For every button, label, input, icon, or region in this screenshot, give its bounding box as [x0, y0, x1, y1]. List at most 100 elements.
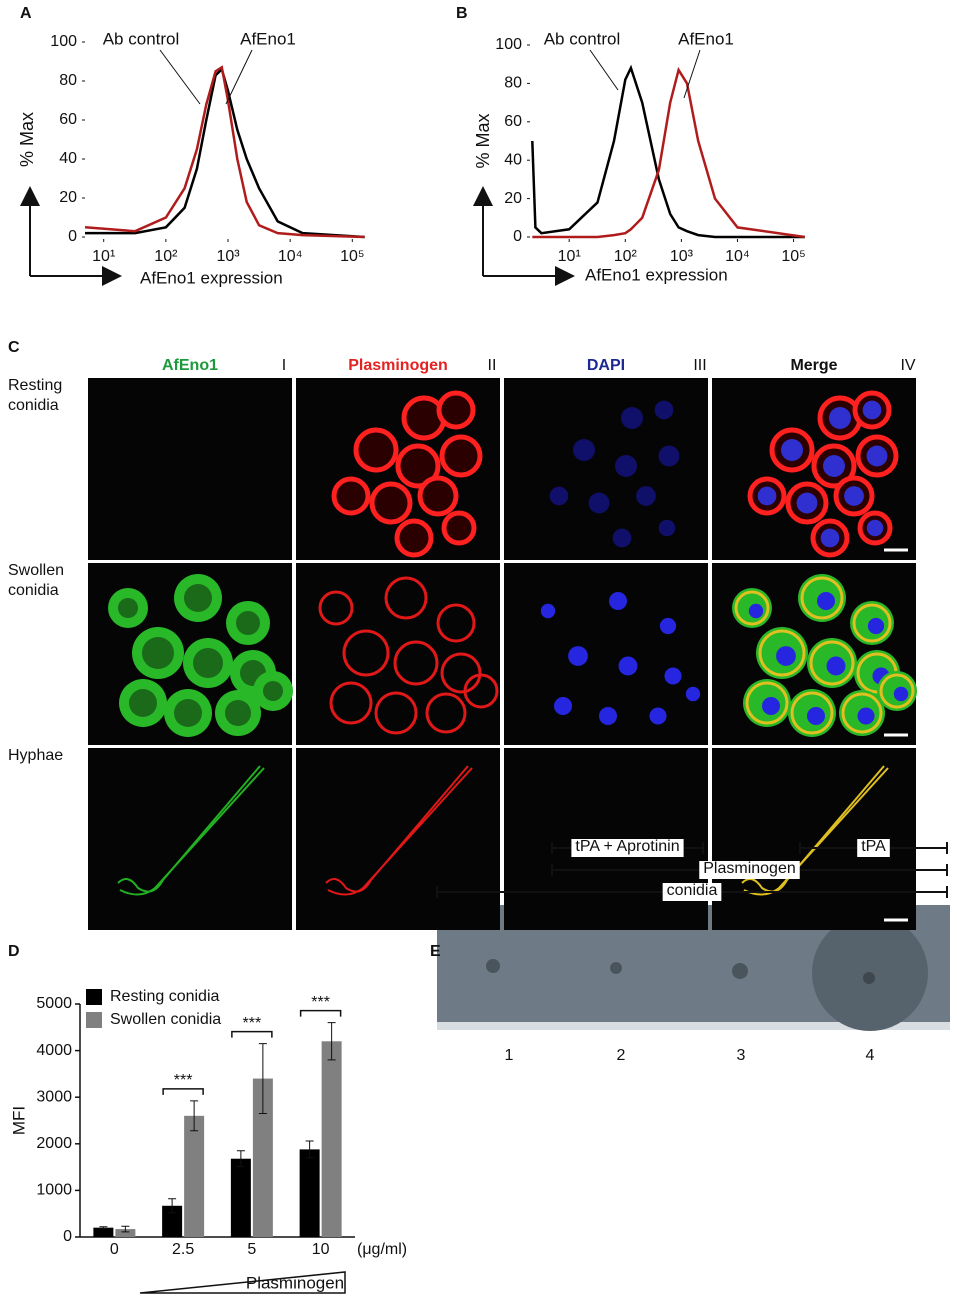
- error-bar: [168, 1198, 177, 1214]
- bar: [115, 1229, 136, 1237]
- lane-number: 1: [505, 1047, 514, 1064]
- bracket-label: Plasminogen: [703, 860, 796, 877]
- nucleus: [554, 697, 572, 715]
- nucleus: [862, 400, 882, 420]
- label-background: [662, 883, 722, 901]
- nucleus: [540, 603, 556, 619]
- x-tick-label: 10⁵: [340, 248, 364, 265]
- series-label: Ab control: [544, 29, 621, 48]
- y-tick-label: 60: [504, 113, 522, 130]
- micrograph: [88, 748, 292, 930]
- lane-number: 4: [866, 1047, 875, 1064]
- x-axis-label: AfEno1 expression: [140, 268, 283, 287]
- cell: [263, 681, 283, 701]
- nucleus: [857, 707, 875, 725]
- nucleus: [829, 407, 851, 429]
- y-tick-label: 100: [495, 36, 522, 53]
- cell: [436, 390, 476, 430]
- y-tick-label: 0: [513, 228, 522, 245]
- bracket-label: tPA: [861, 838, 886, 855]
- series-label: AfEno1: [678, 29, 734, 48]
- nucleus: [796, 492, 818, 514]
- cell: [395, 443, 441, 489]
- micrograph: [296, 748, 500, 930]
- nucleus: [599, 707, 617, 725]
- y-tick-label: 2000: [36, 1135, 72, 1152]
- significance-label: ***: [311, 994, 330, 1011]
- plate-edge: [437, 1022, 950, 1030]
- micrograph: [88, 378, 292, 560]
- y-tick-label: 80: [59, 72, 77, 89]
- error-bar: [99, 1226, 108, 1230]
- significance-bracket: [299, 1009, 342, 1017]
- nucleus: [612, 528, 632, 548]
- cell: [236, 611, 260, 635]
- bar: [252, 1078, 273, 1237]
- panel-label: C: [8, 339, 20, 356]
- cell: [841, 692, 883, 734]
- row-label: Hyphae: [8, 747, 64, 764]
- label-background: [857, 839, 890, 857]
- cell: [790, 691, 834, 735]
- spot: [486, 959, 500, 973]
- nucleus: [568, 646, 588, 666]
- cell: [463, 673, 499, 709]
- nucleus: [807, 707, 825, 725]
- error-bar: [305, 1140, 314, 1159]
- y-tick-label: 3000: [36, 1088, 72, 1105]
- error-bar: [190, 1100, 199, 1132]
- column-numeral: I: [282, 357, 286, 374]
- nucleus: [781, 439, 803, 461]
- cell: [800, 576, 844, 620]
- bar: [230, 1158, 251, 1237]
- nucleus: [867, 617, 885, 635]
- cell: [353, 427, 399, 473]
- nucleus: [588, 492, 610, 514]
- series-label: Ab control: [103, 29, 180, 48]
- spot: [863, 972, 875, 984]
- cell: [425, 692, 467, 734]
- cell: [369, 481, 413, 525]
- nucleus: [826, 656, 846, 676]
- nucleus: [636, 486, 656, 506]
- column-numeral: III: [693, 357, 706, 374]
- x-tick-label: 10³: [670, 248, 694, 265]
- cell: [374, 691, 418, 735]
- hypha: [325, 765, 473, 896]
- cell: [331, 476, 371, 516]
- cell: [745, 681, 789, 725]
- y-tick-label: 100: [50, 33, 77, 50]
- panel-label: B: [456, 5, 468, 22]
- panel-label: A: [20, 5, 32, 22]
- y-tick-label: 60: [59, 111, 77, 128]
- x-tick-label: 10²: [154, 248, 178, 265]
- x-axis-label: Plasminogen: [246, 1273, 344, 1292]
- x-tick-label: 10⁴: [725, 248, 750, 265]
- nucleus: [609, 592, 627, 610]
- cell: [142, 637, 174, 669]
- y-axis-label: MFI: [9, 1106, 28, 1135]
- cell: [734, 590, 770, 626]
- histogram-line: [84, 65, 365, 239]
- x-unit: (μg/ml): [357, 1241, 407, 1258]
- cell: [436, 603, 476, 643]
- y-tick-label: 20: [504, 190, 522, 207]
- nucleus: [573, 439, 595, 461]
- bar: [299, 1149, 320, 1237]
- gradient-triangle: [139, 1271, 346, 1294]
- nucleus: [685, 686, 701, 702]
- bracket-label: tPA + Aprotinin: [575, 838, 679, 855]
- x-tick-label: 10⁴: [278, 248, 303, 265]
- nucleus: [893, 686, 909, 702]
- leader-line: [225, 49, 253, 105]
- column-header: DAPI: [587, 357, 625, 374]
- error-bar: [121, 1225, 130, 1233]
- y-tick-label: 40: [59, 150, 77, 167]
- significance-bracket: [231, 1030, 273, 1038]
- significance-label: ***: [243, 1015, 262, 1032]
- y-tick-label: 80: [504, 75, 522, 92]
- column-header: Merge: [790, 357, 837, 374]
- x-tick-label: 10³: [216, 248, 240, 265]
- nucleus: [776, 646, 796, 666]
